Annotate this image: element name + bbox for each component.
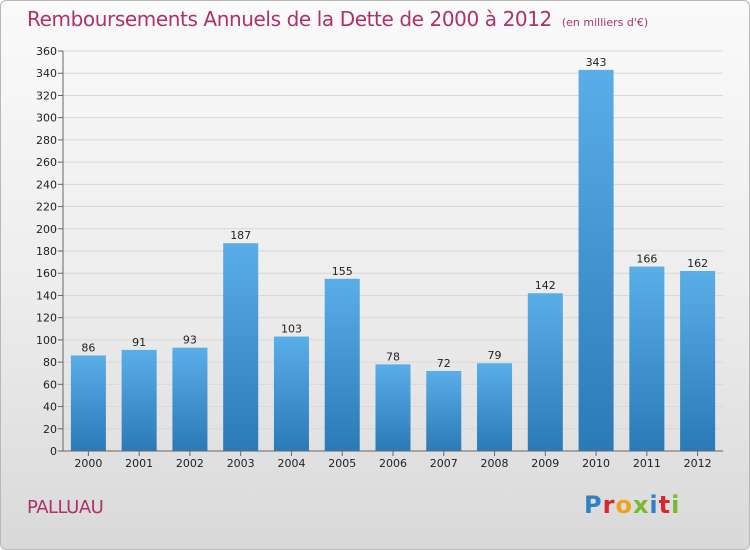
x-tick-label: 2001	[125, 457, 153, 470]
y-tick-label: 120	[36, 312, 57, 325]
labels: 0 20 40 60 80 100 120 140 160 180 200 220 240 260 280 3…	[36, 45, 712, 470]
value-label: 78	[386, 350, 400, 363]
y-tick-label: 240	[36, 178, 57, 191]
value-label: 93	[183, 334, 197, 347]
chart-title-text: Remboursements Annuels de la Dette de 20…	[27, 7, 552, 31]
y-tick-label: 200	[36, 223, 57, 236]
bar-2006	[375, 364, 411, 451]
y-tick-label: 180	[36, 245, 57, 258]
value-label: 142	[535, 279, 556, 292]
value-label: 72	[437, 357, 451, 370]
x-tick-label: 2004	[277, 457, 305, 470]
y-tick-label: 80	[43, 356, 57, 369]
y-tick-label: 100	[36, 334, 57, 347]
x-tick-label: 2010	[582, 457, 610, 470]
x-tick-label: 2005	[328, 457, 356, 470]
proxiti-logo: Proxiti	[584, 491, 680, 519]
bar-2009	[527, 293, 563, 451]
logo-letter: t	[658, 491, 672, 519]
value-label: 91	[132, 336, 146, 349]
value-label: 166	[636, 253, 657, 266]
bar-2000	[70, 355, 106, 451]
x-tick-label: 2006	[379, 457, 407, 470]
bar-2002	[172, 347, 208, 451]
bar-2010	[578, 69, 614, 451]
logo-letter: o	[615, 491, 633, 519]
y-tick-label: 260	[36, 156, 57, 169]
x-tick-label: 2007	[430, 457, 458, 470]
logo-letter: x	[632, 491, 650, 519]
x-tick-label: 2003	[227, 457, 255, 470]
y-tick-label: 280	[36, 134, 57, 147]
value-label: 103	[281, 323, 302, 336]
value-label: 343	[586, 56, 607, 69]
bar-2001	[121, 349, 157, 451]
value-label: 162	[687, 257, 708, 270]
x-tick-label: 2000	[74, 457, 102, 470]
value-label: 79	[488, 349, 502, 362]
x-tick-label: 2009	[531, 457, 559, 470]
bar-2012	[680, 271, 716, 451]
axes	[58, 50, 723, 456]
x-tick-label: 2012	[684, 457, 712, 470]
logo-letter: i	[671, 491, 681, 519]
commune-name: PALLUAU	[27, 497, 104, 518]
logo-letter: i	[649, 491, 659, 519]
y-tick-label: 60	[43, 378, 57, 391]
y-tick-label: 140	[36, 289, 57, 302]
logo-letter: r	[602, 491, 616, 519]
bars	[70, 69, 716, 451]
y-tick-label: 300	[36, 112, 57, 125]
value-label: 155	[332, 265, 353, 278]
y-tick-label: 160	[36, 267, 57, 280]
y-tick-label: 320	[36, 89, 57, 102]
y-tick-label: 360	[36, 45, 57, 58]
y-tick-label: 220	[36, 201, 57, 214]
x-tick-label: 2011	[633, 457, 661, 470]
y-tick-label: 0	[50, 445, 57, 458]
y-tick-label: 340	[36, 67, 57, 80]
x-tick-label: 2002	[176, 457, 204, 470]
bar-2008	[477, 363, 513, 451]
chart-title: Remboursements Annuels de la Dette de 20…	[27, 7, 648, 31]
y-tick-label: 40	[43, 401, 57, 414]
bar-2003	[223, 243, 259, 451]
value-label: 86	[81, 341, 95, 354]
logo-letter: P	[584, 491, 603, 519]
bar-2005	[324, 278, 360, 451]
bar-2007	[426, 371, 462, 451]
value-label: 187	[230, 229, 251, 242]
chart-subtitle: (en milliers d'€)	[561, 16, 649, 29]
bar-2004	[273, 336, 309, 451]
bar-2011	[629, 266, 665, 451]
y-tick-label: 20	[43, 423, 57, 436]
x-tick-label: 2008	[481, 457, 509, 470]
